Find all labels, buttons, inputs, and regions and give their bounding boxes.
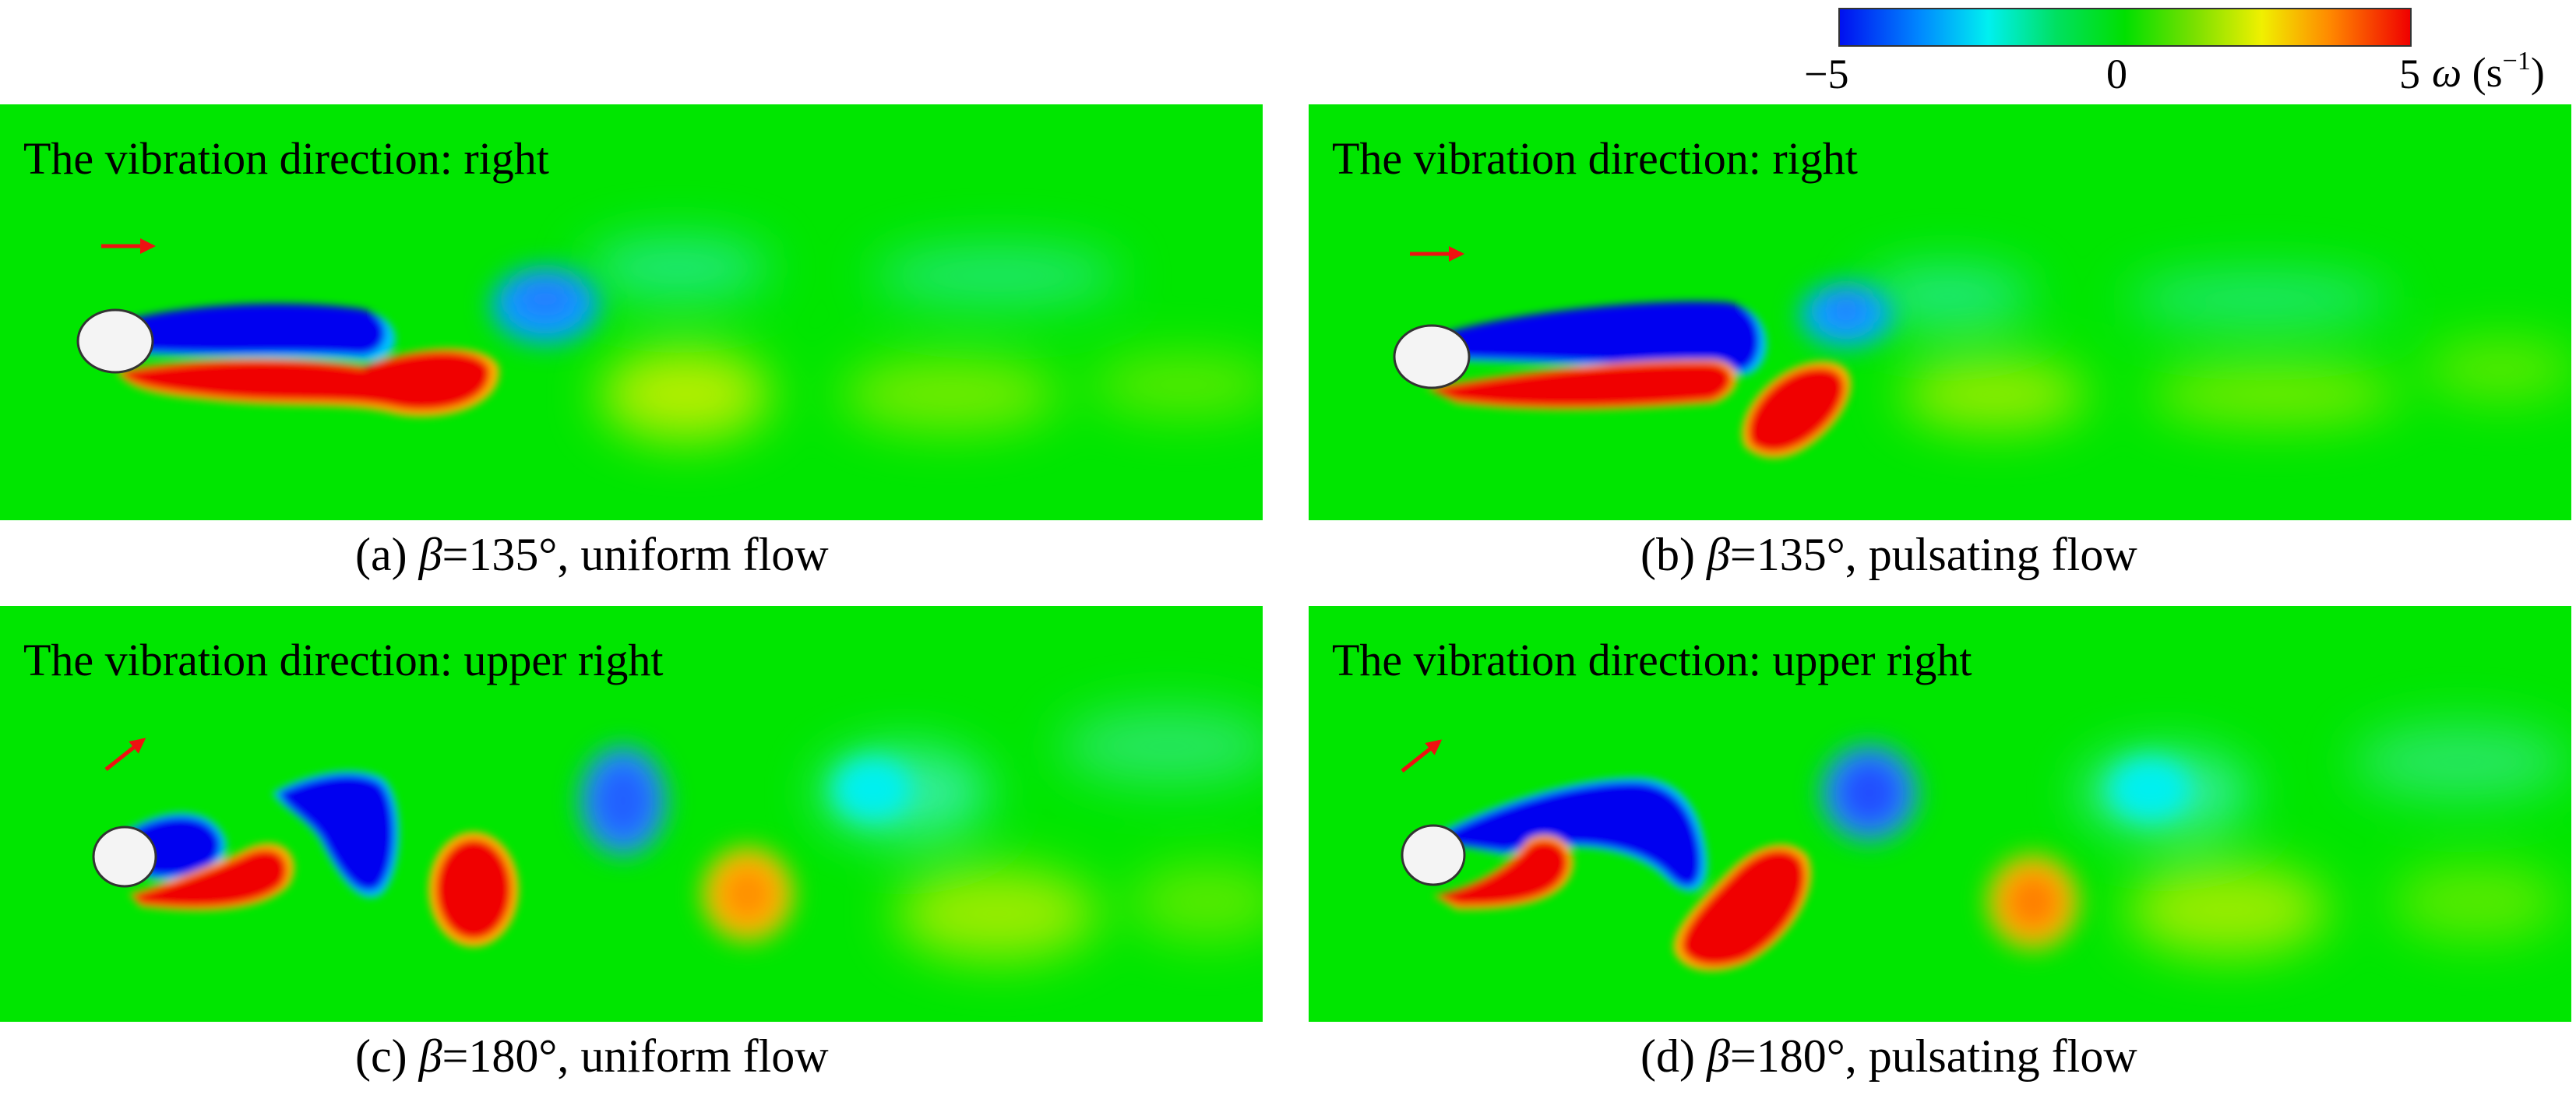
near-wake-vortices (120, 770, 519, 947)
vorticity-panel-d: The vibration direction: upper right (1309, 606, 2571, 1022)
colorbar-tick-max: 5 (2399, 51, 2420, 97)
vibration-direction-label: The vibration direction: right (1332, 133, 1858, 184)
far-wake-field (2080, 723, 2571, 956)
colorbar-tick-mid: 0 (2106, 51, 2127, 97)
caption-a: (a) β=135°, uniform flow (355, 529, 829, 580)
vorticity-panel-a: The vibration direction: right (0, 104, 1263, 520)
near-wake-vortices (1425, 777, 1812, 971)
colorbar-unit-label: ω (s−1) (2432, 47, 2545, 96)
vibration-direction-label: The vibration direction: right (23, 133, 549, 184)
cylinder (1393, 324, 1471, 389)
cylinder (1401, 824, 1466, 886)
far-wake-field (1862, 265, 2571, 430)
caption-d: (d) β=180°, pulsating flow (1640, 1030, 2137, 1082)
vorticity-panel-b: The vibration direction: right (1309, 104, 2571, 520)
vorticity-panel-c: The vibration direction: upper right (0, 606, 1263, 1022)
vibration-direction-label: The vibration direction: upper right (23, 635, 664, 685)
shear-layers (109, 303, 499, 417)
shear-layers (1425, 301, 1852, 459)
caption-c: (c) β=180°, uniform flow (355, 1030, 829, 1082)
far-wake-field (584, 237, 1263, 441)
near-wake-vortices (1799, 282, 1893, 347)
colorbar-tick-min: −5 (1804, 51, 1849, 97)
mid-wake-vortices (1821, 745, 2190, 949)
vibration-arrow-icon (104, 738, 146, 771)
far-wake-field (818, 707, 1263, 960)
mid-wake-vortices (580, 746, 911, 941)
vorticity-colorbar (1838, 8, 2412, 47)
cylinder (92, 826, 157, 888)
vibration-arrow-icon (1401, 739, 1443, 773)
caption-b: (b) β=135°, pulsating flow (1640, 529, 2137, 580)
vibration-direction-label: The vibration direction: upper right (1332, 635, 1972, 685)
near-wake-vortices (491, 266, 600, 344)
cylinder (76, 308, 154, 374)
